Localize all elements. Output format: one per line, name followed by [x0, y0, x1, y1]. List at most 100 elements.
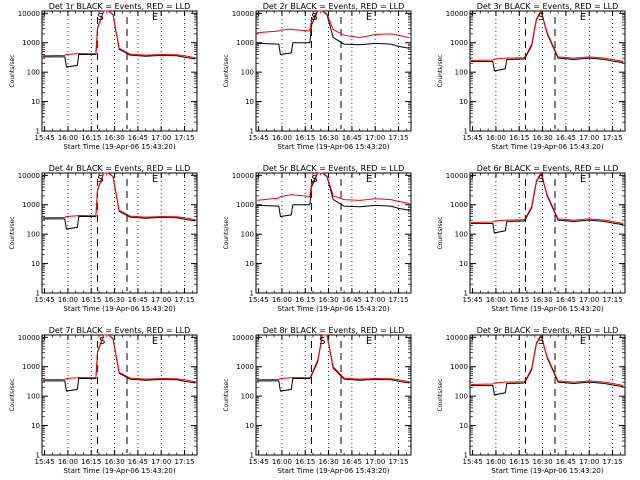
series-lld-line: [42, 334, 196, 383]
series-events-line: [471, 171, 624, 234]
x-tick-label: 16:30: [318, 296, 338, 304]
start-marker: S: [319, 336, 325, 347]
x-tick-label: 17:15: [602, 134, 622, 142]
y-tick-label: 10: [31, 422, 40, 430]
y-tick-label: 10: [31, 98, 40, 106]
y-tick-label: 1: [250, 452, 254, 460]
x-tick-label: 16:45: [128, 458, 148, 466]
panel-det-2: Det 2r BLACK = Events, RED = LLD 1 10 100 10…: [223, 2, 412, 151]
plot-frame: [469, 334, 626, 456]
x-tick-label: 16:45: [556, 458, 576, 466]
start-marker: S: [538, 12, 544, 23]
series-lld-line: [470, 333, 624, 386]
end-marker: E: [152, 174, 158, 185]
y-tick-label: 10000: [446, 172, 468, 180]
x-tick-label: 16:30: [532, 458, 552, 466]
panel-det-8: Det 8r BLACK = Events, RED = LLD 1 10 100 10…: [223, 326, 412, 475]
x-tick-label: 15:45: [248, 296, 268, 304]
x-axis-label: Start Time (19-Apr-06 15:43:20): [491, 143, 603, 151]
x-tick-label: 16:15: [81, 134, 101, 142]
start-marker: S: [97, 174, 103, 185]
x-tick-label: 16:30: [318, 458, 338, 466]
x-tick-label: 15:45: [462, 296, 482, 304]
y-axis-label: Counts/sec: [223, 378, 230, 411]
y-tick-label: 10000: [232, 334, 254, 342]
end-marker: E: [152, 12, 158, 23]
y-axis-label: Counts/sec: [9, 54, 16, 87]
panel-title: Det 1r BLACK = Events, RED = LLD: [49, 2, 191, 11]
y-tick-label: 1000: [22, 201, 40, 209]
x-axis-label: Start Time (19-Apr-06 15:43:20): [63, 467, 175, 475]
x-axis-label: Start Time (19-Apr-06 15:43:20): [63, 305, 175, 313]
x-tick-label: 16:00: [486, 296, 506, 304]
x-tick-label: 17:15: [174, 134, 194, 142]
x-tick-label: 17:15: [602, 458, 622, 466]
x-tick-label: 16:00: [58, 458, 78, 466]
panel-title: Det 8r BLACK = Events, RED = LLD: [263, 326, 405, 335]
start-marker: S: [311, 174, 317, 185]
y-tick-label: 10: [31, 260, 40, 268]
panel-det-6: Det 6r BLACK = Events, RED = LLD 1 10 100 10…: [437, 164, 626, 313]
panel-det-7: Det 7r BLACK = Events, RED = LLD 1 10 100 10…: [9, 326, 198, 475]
series-lld-line: [42, 10, 196, 59]
x-tick-label: 16:30: [104, 296, 124, 304]
y-tick-label: 100: [27, 231, 40, 239]
x-tick-label: 16:45: [128, 134, 148, 142]
y-tick-label: 10: [459, 98, 468, 106]
x-tick-label: 16:15: [81, 296, 101, 304]
x-tick-label: 16:45: [556, 134, 576, 142]
plot-frame: [255, 10, 412, 132]
series-lld-line: [42, 172, 196, 221]
series-lld-line: [470, 9, 624, 62]
x-tick-label: 16:30: [318, 134, 338, 142]
y-tick-label: 10: [245, 260, 254, 268]
y-tick-label: 10000: [18, 334, 40, 342]
x-axis-label: Start Time (19-Apr-06 15:43:20): [277, 143, 389, 151]
x-axis-label: Start Time (19-Apr-06 15:43:20): [491, 305, 603, 313]
series-events-line: [43, 10, 196, 68]
x-tick-label: 17:15: [388, 458, 408, 466]
y-tick-label: 100: [455, 393, 468, 401]
y-tick-label: 1000: [22, 363, 40, 371]
x-tick-label: 15:45: [34, 458, 54, 466]
x-tick-label: 16:45: [342, 134, 362, 142]
y-tick-label: 1: [464, 128, 468, 136]
x-axis-label: Start Time (19-Apr-06 15:43:20): [277, 305, 389, 313]
y-axis-label: Counts/sec: [9, 216, 16, 249]
start-marker: S: [97, 12, 103, 23]
y-tick-label: 10000: [446, 334, 468, 342]
x-tick-label: 16:00: [272, 458, 292, 466]
y-axis-label: Counts/sec: [437, 378, 444, 411]
end-marker: E: [366, 336, 372, 347]
y-tick-label: 1: [464, 290, 468, 298]
x-tick-label: 15:45: [34, 296, 54, 304]
series-lld-line: [256, 334, 410, 383]
end-marker: E: [152, 336, 158, 347]
x-tick-label: 17:00: [579, 134, 599, 142]
y-tick-label: 1: [464, 452, 468, 460]
x-tick-label: 17:15: [174, 458, 194, 466]
y-tick-label: 1000: [236, 201, 254, 209]
y-tick-label: 10: [245, 422, 254, 430]
x-tick-label: 16:30: [532, 134, 552, 142]
series-events-line: [471, 333, 624, 396]
start-marker: S: [538, 174, 544, 185]
end-marker: E: [580, 12, 586, 23]
y-tick-label: 1: [250, 128, 254, 136]
y-tick-label: 100: [241, 231, 254, 239]
plot-frame: [255, 172, 412, 294]
x-tick-label: 15:45: [34, 134, 54, 142]
plot-frame: [41, 10, 198, 132]
y-tick-label: 1000: [450, 201, 468, 209]
plot-frame: [255, 334, 412, 456]
x-tick-label: 16:15: [509, 458, 529, 466]
x-tick-label: 16:00: [486, 134, 506, 142]
y-tick-label: 1: [36, 290, 40, 298]
x-tick-label: 16:15: [295, 296, 315, 304]
y-tick-label: 10: [459, 422, 468, 430]
x-tick-label: 16:30: [104, 134, 124, 142]
x-tick-label: 15:45: [462, 134, 482, 142]
x-tick-label: 17:15: [602, 296, 622, 304]
x-tick-label: 16:00: [58, 134, 78, 142]
y-tick-label: 100: [455, 231, 468, 239]
